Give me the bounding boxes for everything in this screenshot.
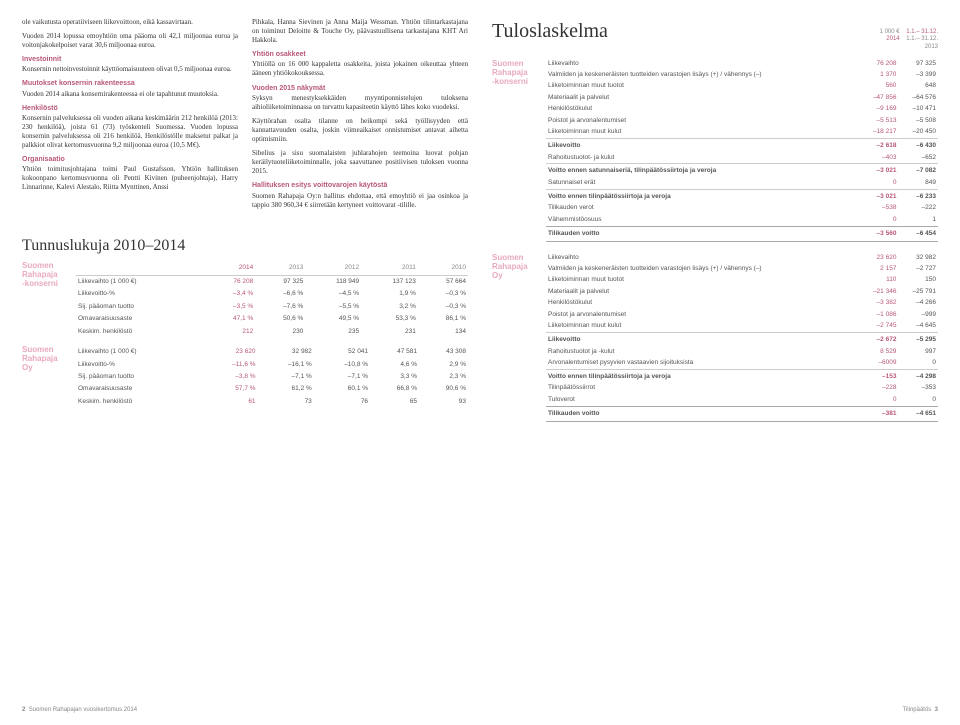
table-row: Liikevaihto (1 000 €)23 62032 98252 0414… (76, 346, 468, 358)
head-nakymat: Vuoden 2015 näkymät (252, 84, 468, 93)
table-row: Liiketoiminnan muut kulut–2 745–4 645 (546, 321, 938, 333)
table-row: Liiketoiminnan muut tuotot560648 (546, 81, 938, 92)
table-row: Tilikauden voitto–3 560–6 454 (546, 226, 938, 241)
label-konserni: SuomenRahapaja-konserni (22, 262, 66, 288)
table-row: Henkilöstökulut–3 382–4 266 (546, 298, 938, 309)
table-row: Henkilöstökulut–9 169–10 471 (546, 104, 938, 115)
table-row: Sij. pääoman tuotto–3,8 %–7,1 %–7,1 %3,3… (76, 371, 468, 383)
table-row: Sij. pääoman tuotto–3,5 %–7,6 %–5,5 %3,2… (76, 301, 468, 313)
para: Konsernin nettoinvestoinnit käyttöomaisu… (22, 65, 238, 74)
head-organisaatio: Organisaatio (22, 155, 238, 164)
footer-text: Tilinpäätös (903, 707, 932, 713)
table-row: Poistot ja arvonalentumiset–1 086–999 (546, 309, 938, 320)
table-row: Liiketoiminnan muut kulut–18 217–20 450 (546, 127, 938, 139)
table-row: Voitto ennen satunnaiseriä, tilinpäätöss… (546, 164, 938, 177)
para: Vuoden 2014 lopussa emoyhtiön oma pääoma… (22, 32, 238, 50)
tunnusluvut-title: Tunnuslukuja 2010–2014 (22, 236, 468, 257)
tuloslaskelma-title: Tuloslaskelma (492, 18, 608, 44)
table-row: Arvonalentumiset pysyvien vastaavien sij… (546, 358, 938, 370)
report-body: ole vaikutusta operatiiviseen liikevoitt… (22, 18, 468, 210)
head-muutokset: Muutokset konsernin rakenteessa (22, 79, 238, 88)
para: Suomen Rahapaja Oy:n hallitus ehdottaa, … (252, 192, 468, 210)
left-footer: 2 Suomen Rahapajan vuosikertomus 2014 (22, 701, 468, 715)
page-num: 3 (935, 707, 938, 713)
table-row: Liiketoiminnan muut tuotot110150 (546, 275, 938, 286)
head-osakkeet: Yhtiön osakkeet (252, 50, 468, 59)
head-henkilosto: Henkilöstö (22, 104, 238, 113)
column-headers: 1 000 € 1.1.– 31.12.2014 1.1.– 31.12.201… (880, 29, 938, 52)
table-row: Liikevoitto–2 618–6 430 (546, 139, 938, 152)
table-row: Valmiiden ja keskeneräisten tuotteiden v… (546, 264, 938, 275)
label-konserni: SuomenRahapaja-konserni (492, 60, 536, 86)
table-row: Keskim. henkilöstö6173766593 (76, 396, 468, 408)
table-row: Omavaraisuusaste57,7 %61,2 %60,1 %66,8 %… (76, 383, 468, 395)
table-row: Voitto ennen tilinpäätössiirtoja ja vero… (546, 369, 938, 382)
table-row: Rahoitustuotot ja -kulut8 529997 (546, 346, 938, 357)
right-footer: Tilinpäätös 3 (492, 701, 938, 715)
label-oy: SuomenRahapajaOy (492, 254, 536, 280)
table-row: Liikevoitto–2 672–5 295 (546, 333, 938, 346)
tulos-oy: SuomenRahapajaOy Liikevaihto23 62032 982… (492, 252, 938, 422)
table-row: Liikevaihto (1 000 €)76 20897 325118 949… (76, 275, 468, 288)
tulos-table-oy: Liikevaihto23 62032 982Valmiiden ja kesk… (546, 252, 938, 422)
table-row: Omavaraisuusaste47,1 %50,6 %49,5 %53,3 %… (76, 313, 468, 325)
tunnus-konserni: SuomenRahapaja-konserni 2014201320122011… (22, 262, 468, 338)
tunnus-table-oy: Liikevaihto (1 000 €)23 62032 98252 0414… (76, 346, 468, 408)
table-row: Keskim. henkilöstö212230235231134 (76, 326, 468, 338)
page-num: 2 (22, 707, 25, 713)
table-row: Liikevaihto23 62032 982 (546, 252, 938, 263)
para: Yhtiön toimitusjohtajana toimi Paul Gust… (22, 165, 238, 192)
para: Käyttörahan osalta tilanne on heikompi s… (252, 117, 468, 144)
tulos-konserni: SuomenRahapaja-konserni Liikevaihto76 20… (492, 58, 938, 242)
para: Yhtiöllä on 16 000 kappaletta osakkeita,… (252, 60, 468, 78)
tulos-table-konserni: Liikevaihto76 20897 325Valmiiden ja kesk… (546, 58, 938, 242)
table-row: Liikevoitto-%–3,4 %–6,6 %–4,5 %1,9 %–0,3… (76, 288, 468, 300)
table-row: Liikevoitto-%–11,6 %–16,1 %–10,8 %4,6 %2… (76, 359, 468, 371)
table-row: Satunnaiset erät0849 (546, 177, 938, 189)
right-page: Tuloslaskelma 1 000 € 1.1.– 31.12.2014 1… (492, 18, 938, 715)
table-row: Tuloverot00 (546, 394, 938, 406)
para: Pihkala, Hanna Sievinen ja Anna Maija We… (252, 18, 468, 45)
tunnus-table-konserni: 20142013201220112010 Liikevaihto (1 000 … (76, 262, 468, 338)
table-row: Rahoitustuotot- ja kulut–403–652 (546, 152, 938, 164)
table-row: Tilikauden voitto–381–4 651 (546, 406, 938, 421)
table-row: Valmiiden ja keskeneräisten tuotteiden v… (546, 69, 938, 80)
table-row: Poistot ja arvonalentumiset–5 513–5 508 (546, 115, 938, 126)
para: ole vaikutusta operatiiviseen liikevoitt… (22, 18, 238, 27)
table-row: Materiaalit ja palvelut–21 346–25 791 (546, 286, 938, 297)
tunnus-oy: SuomenRahapajaOy Liikevaihto (1 000 €)23… (22, 346, 468, 408)
footer-text: Suomen Rahapajan vuosikertomus 2014 (29, 707, 137, 713)
table-row: Tilikauden verot–538–222 (546, 203, 938, 214)
table-row: Liikevaihto76 20897 325 (546, 58, 938, 69)
para: Konsernin palveluksessa oli vuoden aikan… (22, 114, 238, 150)
para: Syksyn menestyksekkäiden myyntiponnistel… (252, 94, 468, 112)
para: Sibelius ja sisu suomalaisten juhlarahoj… (252, 149, 468, 176)
table-row: Tilinpäätössiirrot–228–353 (546, 383, 938, 394)
table-row: Voitto ennen tilinpäätössiirtoja ja vero… (546, 189, 938, 202)
head-investoinnit: Investoinnit (22, 55, 238, 64)
left-page: ole vaikutusta operatiiviseen liikevoitt… (22, 18, 468, 715)
label-oy: SuomenRahapajaOy (22, 346, 66, 372)
table-row: Vähemmistöosuus01 (546, 214, 938, 226)
table-row: Materiaalit ja palvelut–47 856–64 576 (546, 92, 938, 103)
para: Vuoden 2014 aikana konsernirakenteessa e… (22, 90, 238, 99)
head-hallitus: Hallituksen esitys voittovarojen käytöst… (252, 181, 468, 190)
